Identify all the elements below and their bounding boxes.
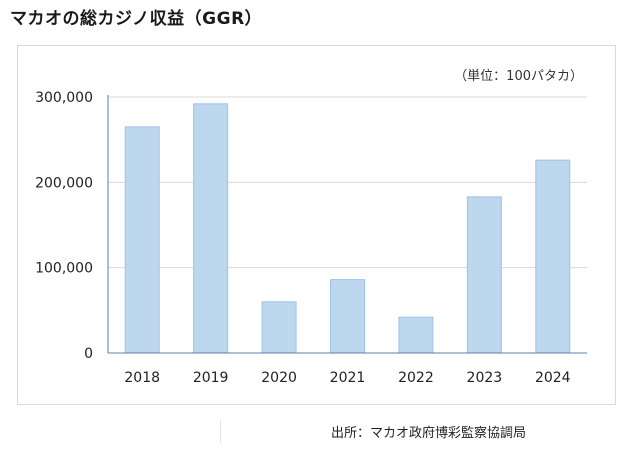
- x-tick-label: 2019: [193, 370, 229, 386]
- unit-label: （単位：100パタカ）: [454, 69, 583, 84]
- divider-line: [220, 419, 221, 443]
- y-tick-label: 300,000: [35, 90, 93, 106]
- bar: [261, 301, 297, 354]
- bar: [124, 126, 160, 354]
- bar: [398, 316, 434, 354]
- x-tick-label: 2020: [261, 370, 297, 386]
- y-tick-label: 0: [84, 346, 93, 362]
- source-note: 出所：マカオ政府博彩監察協調局: [331, 426, 527, 441]
- y-tick-label: 100,000: [35, 261, 93, 277]
- x-tick-label: 2018: [124, 370, 160, 386]
- bar: [193, 103, 229, 354]
- x-tick-label: 2022: [398, 370, 434, 386]
- x-tick-label: 2024: [535, 370, 571, 386]
- bar: [466, 196, 502, 354]
- page-title: マカオの総カジノ収益（GGR）: [10, 9, 263, 29]
- x-tick-label: 2023: [467, 370, 503, 386]
- y-tick-label: 200,000: [35, 175, 93, 191]
- chart-panel: （単位：100パタカ）: [17, 45, 616, 405]
- x-tick-label: 2021: [330, 370, 366, 386]
- bar: [535, 159, 571, 354]
- bar: [330, 279, 365, 354]
